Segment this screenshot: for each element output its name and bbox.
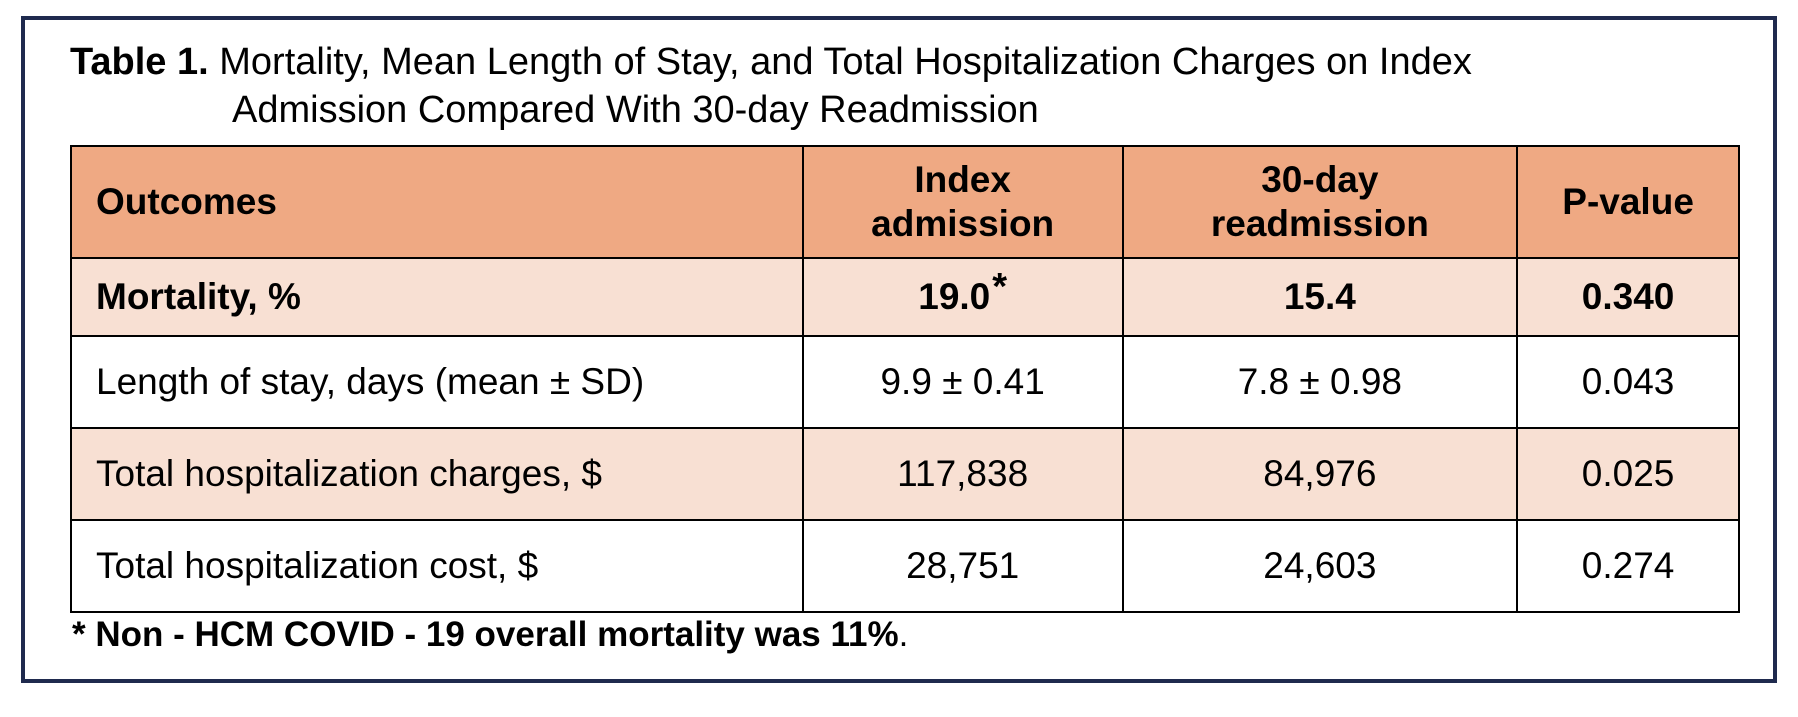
header-outcomes: Outcomes [70, 145, 804, 259]
caption-label: Table 1. [70, 41, 209, 83]
caption-text-1: Mortality, Mean Length of Stay, and Tota… [219, 41, 1472, 83]
footnote-period: . [898, 615, 909, 654]
header-30day-readmission: 30-day readmission [1121, 145, 1519, 259]
cell-pvalue: 0.043 [1516, 335, 1740, 429]
cell-pvalue: 0.274 [1516, 519, 1740, 613]
cell-index: 9.9 ± 0.41 [801, 335, 1124, 429]
header-readmit-line1: 30-day [1261, 159, 1379, 200]
cell-readmission: 24,603 [1121, 519, 1519, 613]
table-row-mortality: Mortality, % 19.0* 15.4 0.340 [70, 257, 1740, 337]
cell-index-value: 19.0 [918, 275, 991, 317]
cell-index: 117,838 [801, 427, 1124, 521]
table-row-cost: Total hospitalization cost, $ 28,751 24,… [70, 519, 1740, 613]
cell-pvalue: 0.340 [1516, 257, 1740, 337]
table-header-row: Outcomes Index admission 30-day readmiss… [70, 145, 1740, 259]
table-footnote: * Non - HCM COVID - 19 overall mortality… [72, 615, 908, 655]
cell-readmission: 7.8 ± 0.98 [1121, 335, 1519, 429]
header-pvalue: P-value [1516, 145, 1740, 259]
cell-index: 28,751 [801, 519, 1124, 613]
footnote-text: * Non - HCM COVID - 19 overall mortality… [72, 615, 899, 654]
table-caption: Table 1. Mortality, Mean Length of Stay,… [70, 38, 1730, 134]
table-row-charges: Total hospitalization charges, $ 117,838… [70, 427, 1740, 521]
cell-outcome: Total hospitalization cost, $ [70, 519, 804, 613]
header-index-line1: Index [914, 159, 1011, 200]
caption-line-1: Table 1. Mortality, Mean Length of Stay,… [70, 38, 1730, 86]
figure-frame [21, 16, 1777, 683]
cell-readmission: 15.4 [1121, 257, 1519, 337]
cell-outcome: Length of stay, days (mean ± SD) [70, 335, 804, 429]
cell-readmission: 84,976 [1121, 427, 1519, 521]
outcomes-table: Outcomes Index admission 30-day readmiss… [70, 145, 1740, 613]
cell-pvalue: 0.025 [1516, 427, 1740, 521]
cell-index: 19.0* [801, 257, 1124, 337]
header-readmit-line2: readmission [1210, 203, 1429, 244]
table-row-length-of-stay: Length of stay, days (mean ± SD) 9.9 ± 0… [70, 335, 1740, 429]
cell-outcome: Total hospitalization charges, $ [70, 427, 804, 521]
header-index-admission: Index admission [801, 145, 1124, 259]
asterisk-marker: * [992, 265, 1008, 308]
caption-line-2: Admission Compared With 30-day Readmissi… [232, 89, 1039, 131]
header-index-line2: admission [871, 203, 1055, 244]
cell-outcome: Mortality, % [70, 257, 804, 337]
